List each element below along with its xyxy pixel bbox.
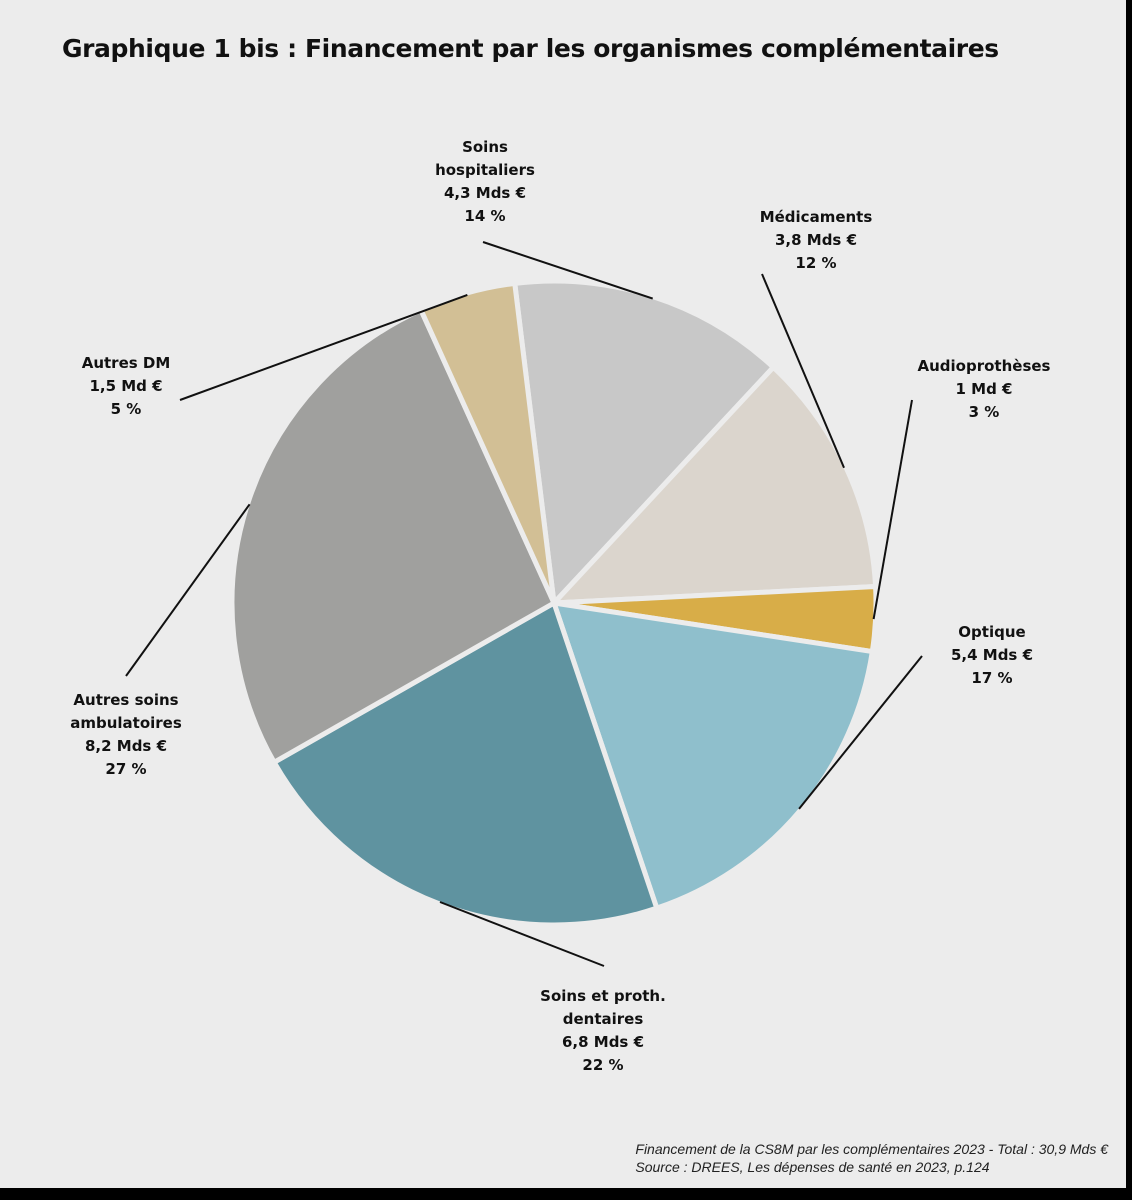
slice-label-line: 5,4 Mds € [951, 646, 1033, 664]
leader-line-autres-soins-ambulatoires [125, 503, 251, 677]
slice-label-audioprotheses: Audioprothèses 1 Md € 3 % [918, 357, 1051, 421]
leader-line-autres-dm [179, 294, 468, 401]
leader-line-optique [798, 655, 923, 810]
slice-label-line: 3,8 Mds € [775, 231, 857, 249]
slice-label-line: 1 Md € [956, 380, 1013, 398]
pie-slices [229, 278, 879, 928]
slice-label-autres-soins-ambulatoires: Autres soins ambulatoires 8,2 Mds € 27 % [70, 691, 182, 778]
slice-label-line: 5 % [111, 400, 142, 418]
slice-label-line: Optique [958, 623, 1025, 641]
footnote-total: Financement de la CS8M par les complémen… [635, 1141, 1108, 1157]
slice-label-line: ambulatoires [70, 714, 182, 732]
slice-label-line: 22 % [582, 1056, 623, 1074]
slice-label-line: 3 % [969, 403, 1000, 421]
leader-line-soins-hospitaliers [482, 241, 654, 300]
slice-label-line: 17 % [971, 669, 1012, 687]
slice-label-line: 1,5 Md € [89, 377, 162, 395]
slice-labels: Soins hospitaliers 4,3 Mds € 14 % Médicament… [70, 138, 1050, 1074]
pie-slice-autres-dm [418, 280, 557, 606]
slice-label-soins-hospitaliers: Soins hospitaliers 4,3 Mds € 14 % [435, 138, 535, 225]
slice-label-line: 8,2 Mds € [85, 737, 167, 755]
pie-slice-soins-hospitaliers [512, 278, 776, 606]
leader-line-soins-dentaires [439, 901, 605, 967]
slice-label-line: 27 % [105, 760, 146, 778]
slice-label-line: 6,8 Mds € [562, 1033, 644, 1051]
leader-lines [125, 241, 923, 967]
slice-label-line: 12 % [795, 254, 836, 272]
slice-label-medicaments: Médicaments 3,8 Mds € 12 % [760, 208, 873, 272]
slice-label-line: Soins [462, 138, 508, 156]
leader-line-medicaments [761, 273, 845, 469]
slice-label-autres-dm: Autres DM 1,5 Md € 5 % [82, 354, 171, 418]
slice-label-optique: Optique 5,4 Mds € 17 % [951, 623, 1033, 687]
slice-label-line: Soins et proth. [540, 987, 666, 1005]
slice-label-line: 14 % [464, 207, 505, 225]
slice-label-line: hospitaliers [435, 161, 535, 179]
footnote-source: Source : DREES, Les dépenses de santé en… [635, 1159, 990, 1175]
pie-slice-medicaments [551, 364, 879, 606]
slice-label-line: dentaires [563, 1010, 644, 1028]
slice-label-soins-dentaires: Soins et proth. dentaires 6,8 Mds € 22 % [540, 987, 666, 1074]
pie-slice-autres-soins-ambulatoires [229, 307, 557, 765]
slice-label-line: Autres DM [82, 354, 171, 372]
slice-label-line: 4,3 Mds € [444, 184, 526, 202]
chart-title: Graphique 1 bis : Financement par les or… [62, 34, 999, 63]
slice-label-line: Audioprothèses [918, 357, 1051, 375]
pie-slice-soins-dentaires [271, 600, 660, 928]
chart-footnote: Financement de la CS8M par les complémen… [635, 1140, 1108, 1176]
slice-label-line: Autres soins [73, 691, 178, 709]
leader-line-audioprotheses [872, 399, 913, 620]
slice-label-line: Médicaments [760, 208, 873, 226]
